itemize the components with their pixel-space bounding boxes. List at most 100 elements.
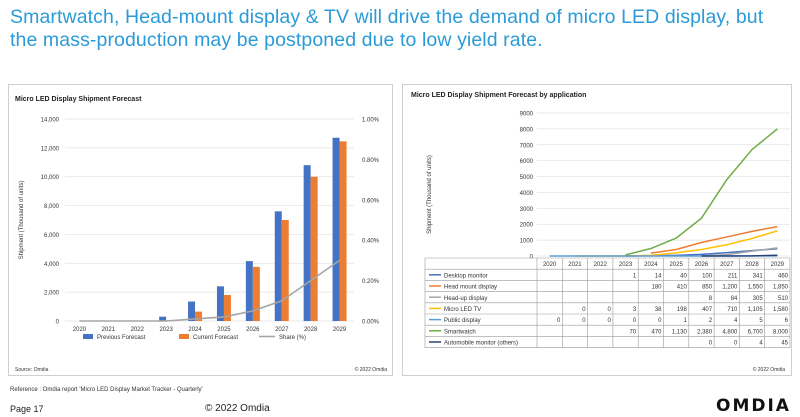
x-tick-label: 2029 bbox=[771, 262, 785, 268]
table-cell: 460 bbox=[778, 273, 789, 279]
shipment-forecast-panel: Micro LED Display Shipment Forecast 0 2,00… bbox=[8, 84, 393, 376]
table-row-label: Head-up display bbox=[444, 296, 487, 302]
x-tick-label: 2024 bbox=[188, 327, 202, 333]
table-cell: 70 bbox=[630, 329, 637, 335]
table-cell: 470 bbox=[651, 329, 662, 335]
application-forecast-chart: Micro LED Display Shipment Forecast by a… bbox=[411, 92, 791, 373]
y-tick-label: 3000 bbox=[520, 207, 534, 213]
y-tick-label: 1000 bbox=[520, 239, 534, 245]
bar-previous-forecast bbox=[332, 137, 340, 321]
table-cell: 6,700 bbox=[748, 329, 764, 335]
x-tick-label: 2022 bbox=[594, 262, 608, 268]
series-line-automobile-monitor-others- bbox=[701, 254, 778, 257]
y-axis-title: Shipment (Thousand of units) bbox=[427, 155, 433, 234]
y-tick-label: 2000 bbox=[520, 223, 534, 229]
chart-copyright: © 2022 Omdia bbox=[753, 366, 786, 373]
table-cell: 1,130 bbox=[672, 329, 688, 335]
table-cell: 1 bbox=[633, 273, 637, 279]
table-row-label: Desktop monitor bbox=[444, 273, 488, 279]
legend-label: Current Forecast bbox=[193, 335, 238, 341]
y-tick-label: 0 bbox=[530, 255, 534, 261]
table-cell: 0 bbox=[608, 318, 612, 324]
share-line bbox=[79, 259, 341, 322]
chart-title: Micro LED Display Shipment Forecast bbox=[15, 96, 142, 103]
bar-current-forecast bbox=[339, 141, 347, 321]
table-cell: 6 bbox=[785, 318, 789, 324]
legend-label: Previous Forecast bbox=[97, 335, 146, 341]
y-tick-label: 9000 bbox=[520, 112, 534, 118]
table-cell: 0 bbox=[608, 307, 612, 313]
chart-copyright: © 2022 Omdia bbox=[355, 366, 388, 373]
shipment-forecast-chart: Micro LED Display Shipment Forecast 0 2,00… bbox=[15, 96, 388, 373]
table-cell: 305 bbox=[753, 296, 764, 302]
table-cell: 3 bbox=[633, 307, 637, 313]
x-tick-label: 2027 bbox=[720, 262, 734, 268]
table-cell: 1,200 bbox=[722, 285, 738, 291]
series-line-head-mount-display bbox=[650, 225, 778, 254]
table-cell: 407 bbox=[702, 307, 713, 313]
table-cell: 850 bbox=[702, 285, 713, 291]
table-cell: 0 bbox=[633, 318, 637, 324]
bar-previous-forecast bbox=[188, 301, 196, 321]
table-cell: 1,550 bbox=[748, 285, 764, 291]
bar-previous-forecast bbox=[159, 316, 167, 321]
y-tick-label: 6,000 bbox=[44, 233, 60, 239]
x-tick-label: 2027 bbox=[275, 327, 289, 333]
y-tick-label: 14,000 bbox=[41, 118, 60, 124]
table-cell: 38 bbox=[655, 307, 662, 313]
table-cell: 1 bbox=[683, 318, 687, 324]
table-cell: 341 bbox=[753, 273, 764, 279]
x-tick-label: 2022 bbox=[131, 327, 145, 333]
table-cell: 5 bbox=[759, 318, 763, 324]
table-cell: 8,000 bbox=[773, 329, 789, 335]
x-tick-label: 2021 bbox=[102, 327, 116, 333]
table-cell: 1,580 bbox=[773, 307, 789, 313]
omdia-logo: OMDIA bbox=[716, 396, 791, 416]
y-axis-title: Shipment (Thousand of units) bbox=[19, 181, 25, 260]
table-cell: 0 bbox=[709, 341, 713, 347]
source-note: Source: Omdia bbox=[15, 367, 49, 373]
table-cell: 0 bbox=[658, 318, 662, 324]
y-tick-label: 10,000 bbox=[41, 175, 60, 181]
x-tick-label: 2024 bbox=[644, 262, 658, 268]
table-cell: 710 bbox=[727, 307, 738, 313]
table-cell: 1,105 bbox=[748, 307, 764, 313]
table-cell: 198 bbox=[677, 307, 688, 313]
table-cell: 1,850 bbox=[773, 285, 789, 291]
chart-title: Micro LED Display Shipment Forecast by a… bbox=[411, 92, 586, 99]
table-cell: 510 bbox=[778, 296, 789, 302]
x-tick-label: 2020 bbox=[73, 327, 87, 333]
table-cell: 2,380 bbox=[697, 329, 713, 335]
x-tick-label: 2025 bbox=[669, 262, 683, 268]
table-cell: 40 bbox=[680, 273, 687, 279]
y2-tick-label: 0.80% bbox=[362, 158, 380, 164]
table-cell: 410 bbox=[677, 285, 688, 291]
x-tick-label: 2028 bbox=[745, 262, 759, 268]
table-cell: 4 bbox=[734, 318, 738, 324]
y-tick-label: 12,000 bbox=[41, 146, 60, 152]
table-cell: 84 bbox=[731, 296, 738, 302]
y-tick-label: 5000 bbox=[520, 175, 534, 181]
y-tick-label: 8000 bbox=[520, 127, 534, 133]
x-tick-label: 2023 bbox=[619, 262, 633, 268]
bar-current-forecast bbox=[281, 220, 289, 321]
x-tick-label: 2025 bbox=[217, 327, 231, 333]
table-cell: 4 bbox=[759, 341, 763, 347]
y-tick-label: 0 bbox=[56, 320, 60, 326]
bar-previous-forecast bbox=[245, 261, 253, 321]
y2-tick-label: 0.20% bbox=[362, 279, 380, 285]
y2-tick-label: 1.00% bbox=[362, 118, 380, 124]
page-number: Page 17 bbox=[10, 404, 44, 414]
y2-tick-label: 0.00% bbox=[362, 320, 380, 326]
legend-swatch bbox=[83, 334, 93, 339]
table-cell: 100 bbox=[702, 273, 713, 279]
table-cell: 0 bbox=[582, 318, 586, 324]
table-cell: 45 bbox=[781, 341, 788, 347]
table-row-label: Automobile monitor (others) bbox=[444, 341, 518, 347]
table-row-label: Smartwatch bbox=[444, 329, 476, 335]
y-tick-label: 7000 bbox=[520, 143, 534, 149]
legend-swatch bbox=[179, 334, 189, 339]
bar-current-forecast bbox=[195, 311, 203, 321]
table-cell: 14 bbox=[655, 273, 662, 279]
series-line-smartwatch bbox=[625, 128, 778, 256]
